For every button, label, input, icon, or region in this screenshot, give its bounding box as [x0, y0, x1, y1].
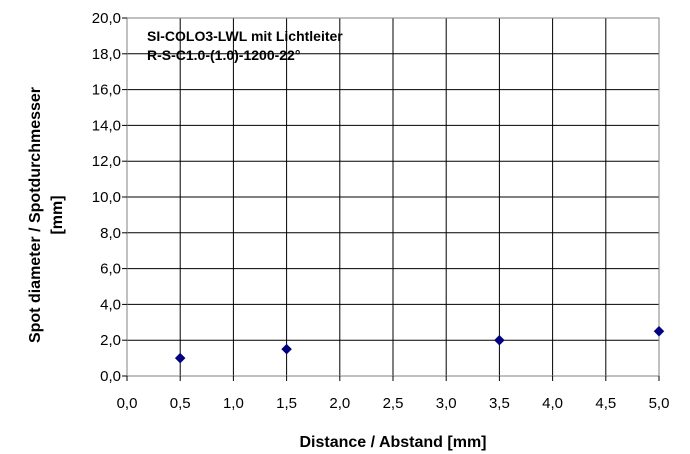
- data-point: [174, 352, 186, 364]
- y-tick-label: 4,0: [100, 296, 121, 313]
- data-point: [653, 325, 665, 337]
- y-tick-label: 12,0: [92, 153, 121, 170]
- data-series: [174, 325, 665, 364]
- y-tick-label: 8,0: [100, 225, 121, 242]
- x-tick-label: 4,5: [595, 395, 616, 412]
- grid-lines: [126, 17, 660, 377]
- x-axis: 0,0 0,5 1,0 1,5 2,0 2,5 3,0 3,5 4,0 4,5 5,0: [117, 376, 670, 412]
- x-tick-label: 3,0: [436, 395, 457, 412]
- y-tick-label: 6,0: [100, 261, 121, 278]
- y-tick-label: 2,0: [100, 332, 121, 349]
- y-tick-label: 18,0: [92, 46, 121, 63]
- y-tick-label: 14,0: [92, 117, 121, 134]
- x-tick-label: 2,5: [383, 395, 404, 412]
- x-tick-label: 2,0: [329, 395, 350, 412]
- y-axis-title-line-1: Spot diameter / Spotdurchmesser: [27, 87, 44, 343]
- y-tick-label: 10,0: [92, 189, 121, 206]
- x-tick-label: 3,5: [489, 395, 510, 412]
- y-tick-label: 20,0: [92, 10, 121, 27]
- x-tick-label: 1,5: [276, 395, 297, 412]
- x-tick-label: 5,0: [649, 395, 670, 412]
- y-tick-label: 0,0: [100, 368, 121, 385]
- y-tick-label: 16,0: [92, 82, 121, 99]
- y-axis-title-line-2: [mm]: [49, 195, 66, 234]
- x-tick-label: 0,5: [170, 395, 191, 412]
- x-tick-label: 0,0: [117, 395, 138, 412]
- x-tick-label: 1,0: [223, 395, 244, 412]
- annotation-line-2: R-S-C1.0-(1.0)-1200-22°: [147, 47, 300, 63]
- y-axis: 0,0 2,0 4,0 6,0 8,0 10,0 12,0 14,0 16,0 18,0 20,0: [92, 10, 127, 385]
- x-axis-title: Distance / Abstand [mm]: [300, 434, 487, 451]
- data-point: [494, 334, 505, 346]
- annotation-line-1: SI-COLO3-LWL mit Lichtleiter: [147, 28, 343, 44]
- x-tick-label: 4,0: [542, 395, 563, 412]
- data-point: [281, 343, 292, 355]
